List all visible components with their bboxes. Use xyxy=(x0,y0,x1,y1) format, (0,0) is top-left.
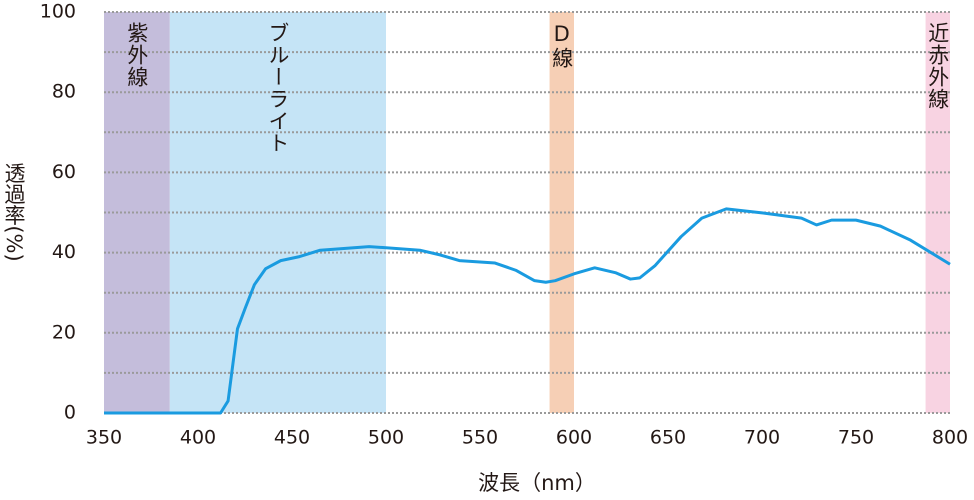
y-axis-label: 透過率(%) xyxy=(2,162,26,261)
x-axis-label: 波長（nm） xyxy=(478,471,596,495)
x-tick-label: 700 xyxy=(744,427,780,449)
band-label: 近赤外線 xyxy=(926,22,950,110)
x-tick-label: 750 xyxy=(838,427,874,449)
bands xyxy=(104,12,950,413)
line xyxy=(104,207,951,415)
x-tick-label: 400 xyxy=(180,427,216,449)
labels: 紫外線 ブルーライト D線 近赤外線 0 20 40 60 80 100 350 400 450 500 5… xyxy=(40,1,968,449)
y-tick-label: 100 xyxy=(40,1,76,23)
x-tick-label: 350 xyxy=(86,427,122,449)
x-tick-label: 800 xyxy=(932,427,968,449)
y-tick-label: 60 xyxy=(52,161,76,183)
grid xyxy=(104,11,950,414)
x-tick-label: 500 xyxy=(368,427,404,449)
y-tick-label: 80 xyxy=(52,81,76,103)
band-label: ブルーライト xyxy=(266,22,290,154)
band-label: D線 xyxy=(550,22,574,69)
lines xyxy=(104,207,951,415)
band-label: 紫外線 xyxy=(125,22,149,88)
x-tick-label: 600 xyxy=(556,427,592,449)
y-tick-label: 0 xyxy=(64,402,76,424)
x-tick-label: 450 xyxy=(274,427,310,449)
y-tick-label: 40 xyxy=(52,241,76,263)
y-tick-label: 20 xyxy=(52,321,76,343)
x-tick-label: 550 xyxy=(462,427,498,449)
x-tick-label: 650 xyxy=(650,427,686,449)
